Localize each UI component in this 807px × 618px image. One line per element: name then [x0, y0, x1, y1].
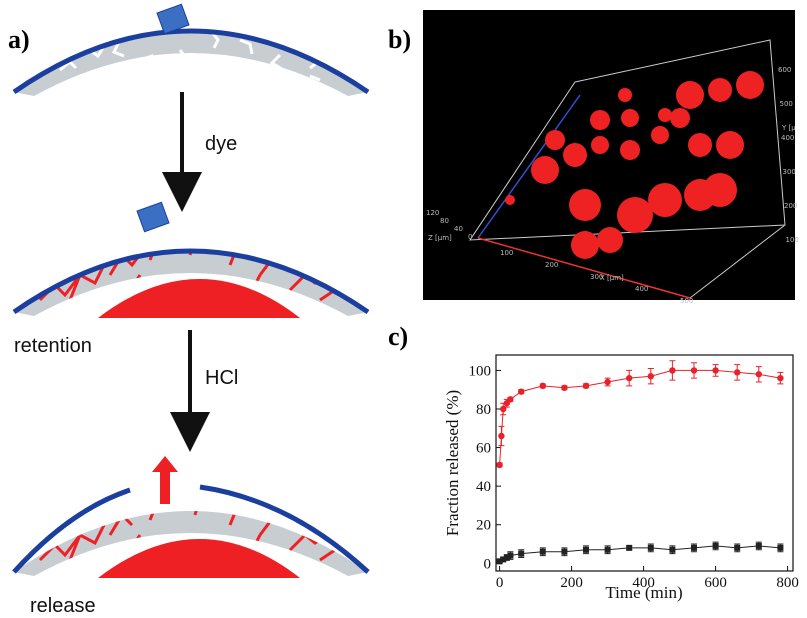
marker: [712, 542, 719, 549]
dome-empty: [12, 3, 370, 96]
marker: [626, 544, 633, 551]
marker: [539, 548, 546, 555]
x-tick-label: 200: [560, 575, 583, 591]
state-label: release: [30, 595, 96, 617]
marker: [498, 432, 505, 440]
y-tick: 400: [781, 134, 794, 142]
axis-label: Y [µ: [781, 124, 796, 132]
x-tick: 100: [500, 249, 513, 257]
dome-released: [12, 456, 370, 578]
panel-label: c): [388, 322, 408, 351]
marker: [777, 544, 784, 551]
marker: [755, 542, 762, 549]
marker: [507, 396, 514, 403]
marker: [734, 369, 741, 376]
dome-loaded: [12, 201, 370, 318]
x-tick: 300: [590, 273, 603, 281]
panel-label: b): [388, 25, 411, 54]
y-tick-label: 20: [476, 518, 491, 534]
marker: [604, 546, 611, 553]
z-tick: 40: [454, 225, 463, 233]
marker: [561, 384, 568, 391]
x-axis-title: Time (min): [605, 583, 682, 602]
marker: [690, 367, 698, 374]
marker: [604, 378, 611, 386]
x-tick: 400: [635, 285, 648, 293]
marker: [518, 550, 525, 557]
marker: [582, 382, 590, 390]
tick-labels: 1002003004005001208040060050040030020010…: [426, 66, 799, 305]
marker: [539, 382, 546, 390]
marker: [669, 367, 676, 374]
y-tick-label: 40: [476, 479, 491, 495]
step-label: HCl: [205, 367, 238, 389]
marker: [503, 554, 510, 561]
marker: [500, 556, 507, 563]
y-tick-label: 100: [469, 363, 492, 379]
marker: [712, 367, 719, 374]
axis-label: Z [µm]: [428, 234, 452, 242]
marker: [496, 461, 503, 469]
marker: [583, 546, 589, 553]
x-tick-label: 0: [496, 575, 504, 591]
state-label: retention: [14, 335, 92, 357]
y-tick-label: 60: [476, 441, 491, 457]
x-tick-label: 800: [776, 575, 799, 591]
confocal-image: [423, 10, 795, 300]
y-tick: 300: [783, 168, 796, 176]
axis-label: X [µm]: [600, 274, 624, 282]
marker: [647, 544, 654, 551]
z-tick: 120: [426, 209, 439, 217]
z-tick: 80: [440, 217, 449, 225]
marker: [647, 373, 654, 380]
y-tick: 500: [780, 100, 793, 108]
y-tick: 100: [786, 236, 799, 244]
marker: [507, 552, 514, 559]
y-tick: 600: [778, 66, 791, 74]
marker: [561, 548, 568, 555]
marker: [669, 546, 676, 553]
x-tick-label: 400: [632, 575, 655, 591]
marker: [518, 388, 525, 395]
marker: [626, 374, 633, 382]
marker: [777, 374, 784, 382]
step-label: dye: [205, 133, 237, 155]
y-tick-label: 0: [484, 556, 492, 572]
x-tick: 200: [545, 261, 558, 269]
panel-label: a): [8, 25, 30, 54]
z-tick: 0: [468, 233, 472, 241]
x-tick: 500: [680, 297, 693, 305]
y-axis-title: Fraction released (%): [443, 390, 462, 536]
marker: [755, 371, 762, 378]
y-tick-label: 80: [476, 402, 491, 418]
marker: [496, 558, 503, 565]
marker: [734, 544, 741, 551]
x-tick-label: 600: [704, 575, 727, 591]
plot-frame: [495, 354, 794, 572]
y-tick: 200: [784, 202, 797, 210]
marker: [691, 544, 697, 551]
